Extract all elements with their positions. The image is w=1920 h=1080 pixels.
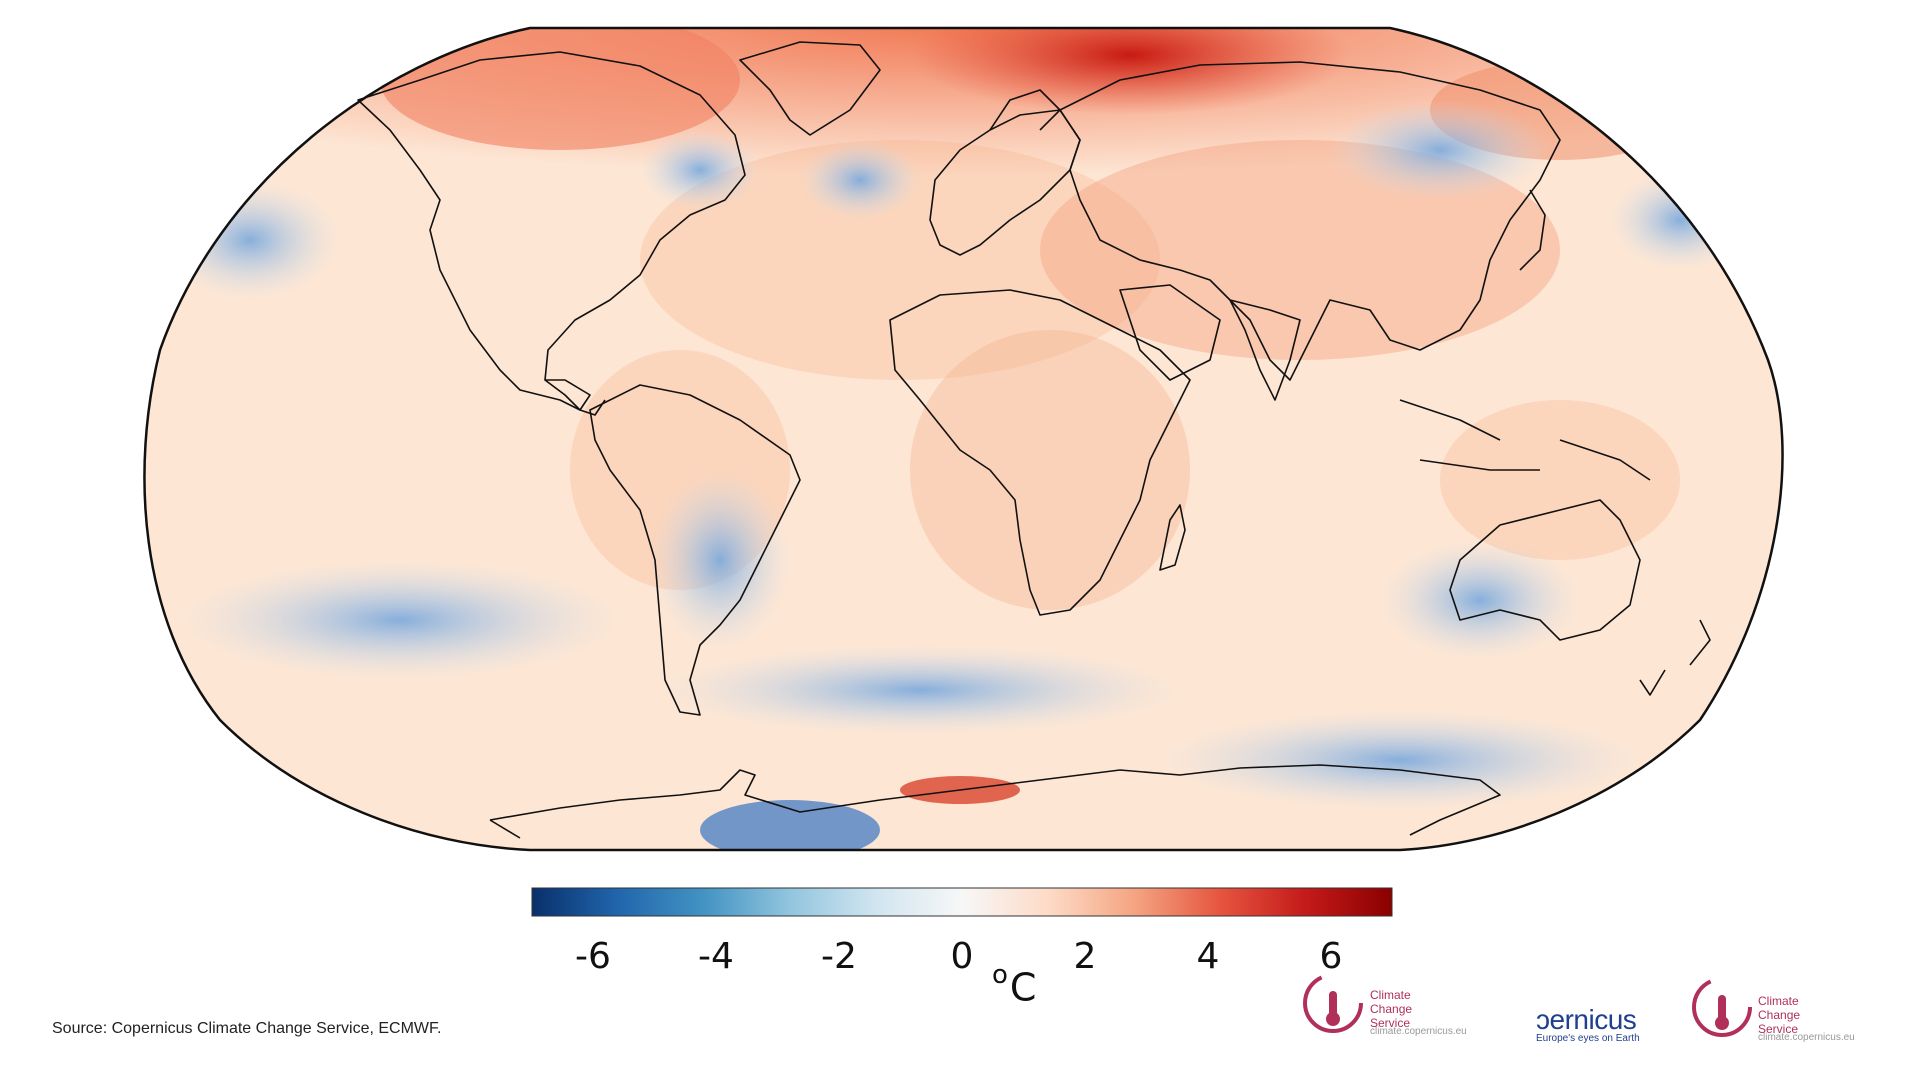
colorbar-unit-label: oC bbox=[992, 962, 1037, 1010]
coastlines bbox=[357, 41, 1711, 839]
copernicus-logo: ɔernicus Europe's eyes on Earth bbox=[1536, 1004, 1656, 1044]
colorbar-tick-label: 2 bbox=[1073, 936, 1097, 977]
logo-url: climate.copernicus.eu bbox=[1370, 1026, 1467, 1037]
anomaly-field bbox=[144, 28, 1783, 850]
logo-line-1: Climate bbox=[1370, 988, 1411, 1002]
copernicus-tagline: Europe's eyes on Earth bbox=[1536, 1033, 1640, 1044]
source-credit: Source: Copernicus Climate Change Servic… bbox=[52, 1020, 442, 1037]
map-frame bbox=[143, 26, 1784, 852]
colorbar-tick-label: -6 bbox=[575, 936, 611, 977]
logo-line-1: Climate bbox=[1758, 994, 1799, 1008]
logo-line-2: Change Service bbox=[1758, 1008, 1801, 1036]
logo-c3s-mark-1 bbox=[1303, 973, 1363, 1033]
colorbar-tick-label: 0 bbox=[950, 936, 974, 977]
logo-c3s-mark-2 bbox=[1692, 977, 1752, 1037]
colorbar-tick-label: 4 bbox=[1196, 936, 1220, 977]
degree-symbol: o bbox=[992, 960, 1008, 990]
colorbar bbox=[531, 887, 1393, 917]
copernicus-wordmark: ɔernicus bbox=[1536, 1004, 1637, 1035]
logo-url: climate.copernicus.eu bbox=[1758, 1032, 1855, 1043]
colorbar-tick-label: -2 bbox=[821, 936, 857, 977]
colorbar-tick-label: 6 bbox=[1319, 936, 1343, 977]
logo-line-2: Change Service bbox=[1370, 1002, 1413, 1030]
colorbar-tick-label: -4 bbox=[698, 936, 734, 977]
unit-letter: C bbox=[1009, 965, 1037, 1010]
